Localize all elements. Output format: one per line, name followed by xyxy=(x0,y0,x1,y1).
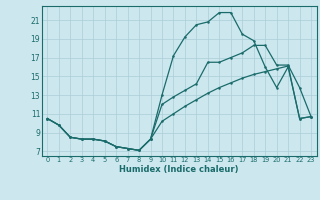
X-axis label: Humidex (Indice chaleur): Humidex (Indice chaleur) xyxy=(119,165,239,174)
